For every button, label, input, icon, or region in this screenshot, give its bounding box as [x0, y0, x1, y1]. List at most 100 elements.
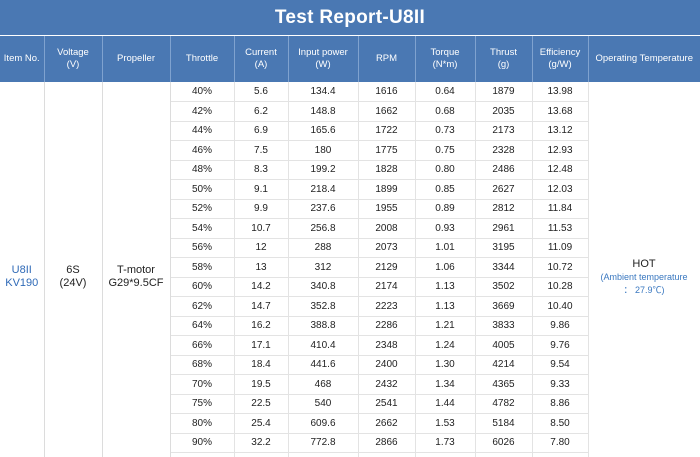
- current-cell: 5.6: [234, 82, 289, 102]
- rpm-cell: 2223: [358, 296, 416, 317]
- column-header: Current (A): [234, 36, 289, 82]
- current-cell: 18.4: [234, 355, 289, 375]
- column-header: RPM: [358, 36, 416, 82]
- power-cell: 441.6: [288, 355, 359, 375]
- efficiency-cell: 10.28: [532, 277, 589, 297]
- rpm-cell: 1722: [358, 121, 416, 141]
- efficiency-cell: 7.80: [532, 433, 589, 453]
- torque-cell: 1.53: [415, 413, 476, 434]
- thrust-cell: 2328: [475, 140, 533, 161]
- current-cell: 6.9: [234, 121, 289, 141]
- column-header-label: Throttle: [185, 53, 219, 64]
- torque-cell: 1.44: [415, 394, 476, 414]
- table-row: 64% 16.2 388.8 2286 1.21 3833 9.86: [0, 316, 700, 336]
- thrust-cell: 3344: [475, 257, 533, 278]
- throttle-cell: 80%: [170, 413, 235, 434]
- power-cell: 1048.8: [288, 452, 359, 457]
- efficiency-cell: 13.12: [532, 121, 589, 141]
- rpm-cell: 2662: [358, 413, 416, 434]
- current-cell: 13: [234, 257, 289, 278]
- torque-cell: 1.21: [415, 316, 476, 336]
- rpm-cell: 1899: [358, 179, 416, 200]
- item-number-line2: KV190: [5, 277, 39, 289]
- column-header: Thrust (g): [475, 36, 533, 82]
- table-row: 62% 14.7 352.8 2223 1.13 3669 10.40: [0, 296, 700, 317]
- table-row: 68% 18.4 441.6 2400 1.30 4214 9.54: [0, 355, 700, 375]
- column-header-label: Propeller: [116, 53, 156, 64]
- torque-cell: 1.01: [415, 238, 476, 258]
- efficiency-cell: 11.53: [532, 218, 589, 239]
- torque-cell: 1.13: [415, 296, 476, 317]
- column-header: Input power (W): [288, 36, 359, 82]
- rpm-cell: 1828: [358, 160, 416, 180]
- ambient-temperature-value: ： 27.9℃): [623, 284, 665, 295]
- column-header-label: Thrust: [490, 47, 517, 58]
- current-cell: 32.2: [234, 433, 289, 453]
- rpm-cell: 2174: [358, 277, 416, 297]
- table-row: 48% 8.3 199.2 1828 0.80 2486 12.48: [0, 160, 700, 180]
- power-cell: 148.8: [288, 101, 359, 122]
- torque-cell: 0.93: [415, 218, 476, 239]
- column-header: Propeller: [102, 36, 171, 82]
- rpm-cell: 2008: [358, 218, 416, 239]
- throttle-cell: 75%: [170, 394, 235, 414]
- rpm-cell: 1955: [358, 199, 416, 219]
- efficiency-cell: 12.03: [532, 179, 589, 200]
- thrust-cell: 7334: [475, 452, 533, 457]
- torque-cell: 0.89: [415, 199, 476, 219]
- efficiency-cell: 10.72: [532, 257, 589, 278]
- column-header: Voltage (V): [44, 36, 103, 82]
- efficiency-cell: 9.54: [532, 355, 589, 375]
- column-header-unit: (V): [66, 59, 80, 70]
- column-header-label: Voltage: [57, 47, 89, 58]
- efficiency-cell: 6.99: [532, 452, 589, 457]
- voltage-line1: 6S: [66, 264, 80, 276]
- current-cell: 12: [234, 238, 289, 258]
- voltage-cell: 6S (24V): [44, 82, 103, 457]
- table-row: 100%43.71048.831252.1373346.99: [0, 452, 700, 457]
- efficiency-cell: 8.50: [532, 413, 589, 434]
- thrust-cell: 3195: [475, 238, 533, 258]
- thrust-cell: 2486: [475, 160, 533, 180]
- item-number-cell: U8II KV190: [0, 82, 45, 457]
- throttle-cell: 64%: [170, 316, 235, 336]
- rpm-cell: 2866: [358, 433, 416, 453]
- torque-cell: 0.64: [415, 82, 476, 102]
- power-cell: 540: [288, 394, 359, 414]
- throttle-cell: 100%: [170, 452, 235, 457]
- current-cell: 7.5: [234, 140, 289, 161]
- table-row: 52% 9.9 237.6 1955 0.89 2812 11.84: [0, 199, 700, 219]
- test-data-table: Item No. Voltage (V) Propeller Throttle Curre…: [0, 36, 700, 457]
- power-cell: 312: [288, 257, 359, 278]
- column-header-unit: (W): [315, 59, 331, 70]
- thrust-cell: 3833: [475, 316, 533, 336]
- table-row: 90% 32.2 772.8 2866 1.73 6026 7.80: [0, 433, 700, 453]
- rpm-cell: 2541: [358, 394, 416, 414]
- current-cell: 6.2: [234, 101, 289, 122]
- rpm-cell: 3125: [358, 452, 416, 457]
- power-cell: 256.8: [288, 218, 359, 239]
- power-cell: 218.4: [288, 179, 359, 200]
- table-row: 60% 14.2 340.8 2174 1.13 3502 10.28: [0, 277, 700, 297]
- report-title: Test Report-U8II: [0, 0, 700, 36]
- current-cell: 14.2: [234, 277, 289, 297]
- rpm-cell: 2348: [358, 335, 416, 356]
- torque-cell: 0.68: [415, 101, 476, 122]
- column-header-label: Torque: [430, 47, 460, 58]
- rpm-cell: 2432: [358, 374, 416, 395]
- thrust-cell: 4782: [475, 394, 533, 414]
- column-header: Efficiency (g/W): [532, 36, 589, 82]
- table-row: U8II KV190 6S (24V) T-motor G29*9.5CF 40% 5.6 13…: [0, 82, 700, 457]
- power-cell: 410.4: [288, 335, 359, 356]
- torque-cell: 1.73: [415, 433, 476, 453]
- column-header-unit: (g): [497, 59, 510, 70]
- propeller-cell: T-motor G29*9.5CF: [102, 82, 171, 457]
- current-cell: 17.1: [234, 335, 289, 356]
- column-header-label: Item No.: [3, 53, 40, 64]
- thrust-cell: 2812: [475, 199, 533, 219]
- item-number-line1: U8II: [11, 264, 32, 276]
- column-header: Torque (N*m): [415, 36, 476, 82]
- table-row: 80% 25.4 609.6 2662 1.53 5184 8.50: [0, 413, 700, 434]
- torque-cell: 0.85: [415, 179, 476, 200]
- throttle-cell: 60%: [170, 277, 235, 297]
